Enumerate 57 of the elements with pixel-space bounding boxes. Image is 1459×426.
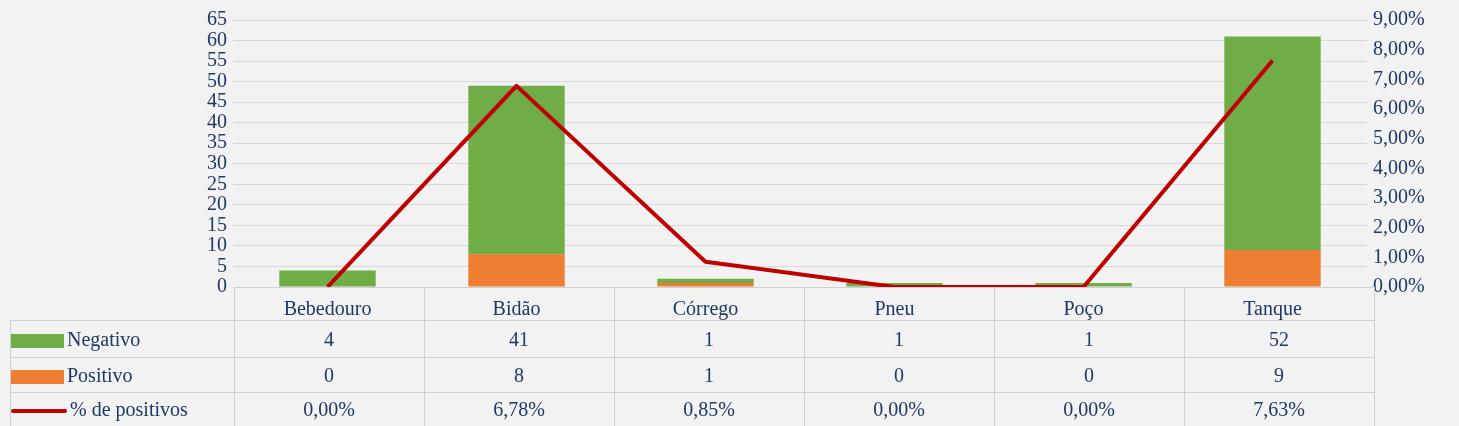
y-tick-label: 65: [207, 7, 227, 30]
data-label: 41: [424, 320, 614, 358]
data-label: 6,78%: [424, 392, 614, 426]
y-tick-label: 35: [207, 130, 227, 153]
bar: [657, 278, 754, 283]
x-tick-label: Bebedouro: [283, 297, 372, 320]
data-label: 1: [994, 320, 1184, 358]
y-tick-label: 15: [207, 212, 227, 235]
y2-tick-label: 4,00%: [1373, 155, 1425, 178]
bar: [1224, 36, 1321, 251]
data-label: 8: [424, 357, 614, 393]
y-tick-label: 55: [207, 48, 227, 71]
bar: [657, 282, 754, 287]
y2-tick-label: 6,00%: [1373, 96, 1425, 119]
y-tick-label: 0: [217, 274, 227, 297]
y-tick-label: 10: [207, 233, 227, 256]
y-tick-label: 20: [207, 192, 227, 215]
legend-label: Negativo: [10, 320, 234, 358]
y2-tick-label: 5,00%: [1373, 125, 1425, 148]
data-label: 0: [994, 357, 1184, 393]
data-label: 9: [1184, 357, 1374, 393]
y2-tick-label: 0,00%: [1373, 274, 1425, 297]
data-label: 1: [804, 320, 994, 358]
bar: [468, 85, 565, 255]
x-tick-label: Bidão: [492, 297, 541, 320]
data-label: 0,00%: [234, 392, 424, 426]
x-tick-label: Poço: [1063, 297, 1104, 321]
legend-label: % de positivos: [10, 392, 234, 426]
y2-tick-label: 8,00%: [1373, 36, 1425, 59]
y2-tick-label: 3,00%: [1373, 185, 1425, 208]
bar: [279, 270, 376, 287]
y-tick-label: 25: [207, 171, 227, 194]
y2-tick-label: 1,00%: [1373, 244, 1425, 267]
x-tick-label: Córrego: [672, 297, 739, 321]
y-tick-label: 30: [207, 151, 227, 174]
y2-tick-label: 2,00%: [1373, 214, 1425, 237]
data-label: 7,63%: [1184, 392, 1374, 426]
data-label: 0,00%: [994, 392, 1184, 426]
bar: [1224, 250, 1321, 287]
y-tick-label: 60: [207, 27, 227, 50]
data-label: 0,85%: [614, 392, 804, 426]
y-tick-label: 40: [207, 109, 227, 132]
y-tick-label: 45: [207, 89, 227, 112]
y-tick-label: 50: [207, 68, 227, 91]
data-label: 0,00%: [804, 392, 994, 426]
bar: [468, 254, 565, 287]
data-label: 52: [1184, 320, 1374, 358]
data-label: 1: [614, 357, 804, 393]
y2-tick-label: 9,00%: [1373, 7, 1425, 30]
data-label: 0: [804, 357, 994, 393]
x-tick-label: Tanque: [1243, 297, 1302, 321]
y2-tick-label: 7,00%: [1373, 66, 1425, 89]
legend-label: Positivo: [10, 357, 234, 393]
y-tick-label: 5: [217, 253, 227, 276]
data-label: 1: [614, 320, 804, 358]
data-label: 4: [234, 320, 424, 358]
x-tick-label: Pneu: [874, 297, 915, 320]
